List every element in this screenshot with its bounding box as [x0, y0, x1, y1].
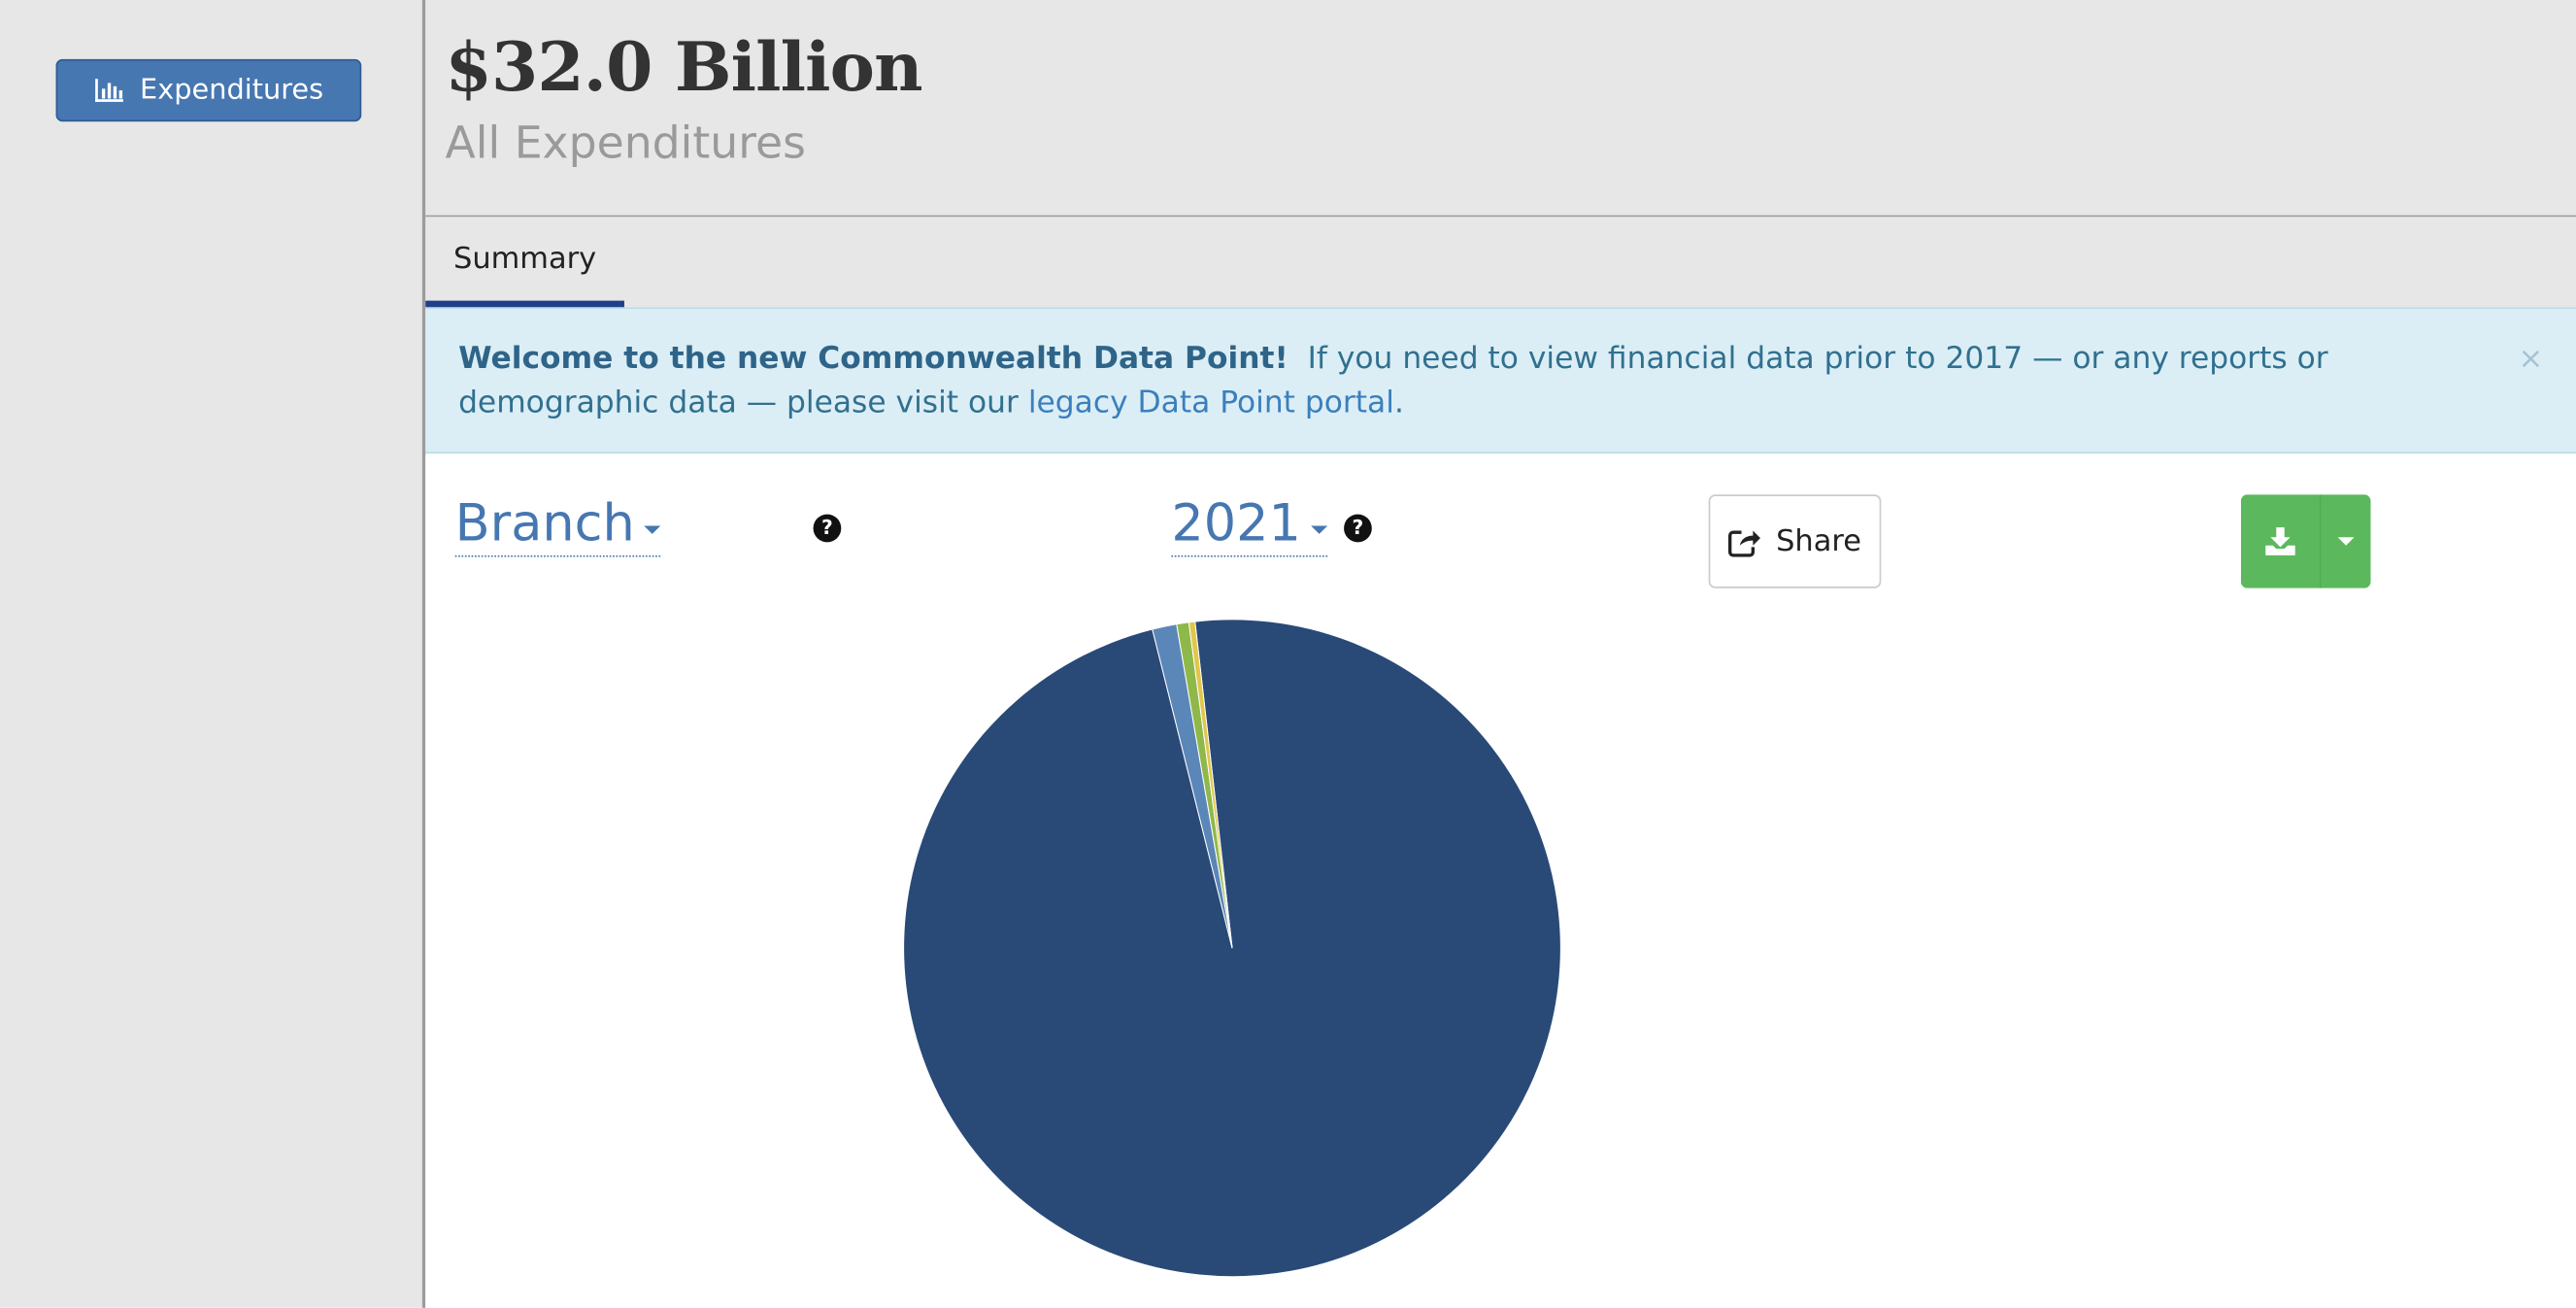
- year-value: 2021: [1171, 494, 1301, 554]
- tab-summary[interactable]: Summary: [425, 217, 624, 308]
- alert-text-end: .: [1393, 386, 1404, 421]
- pie-slice-4[interactable]: [1188, 620, 1233, 949]
- expenditures-pie-chart: [903, 619, 1561, 1278]
- alert-text: If you need to view financial data prior…: [458, 341, 2328, 421]
- tab-bar: Summary: [425, 217, 2576, 308]
- download-button[interactable]: [2240, 494, 2323, 588]
- bar-chart-icon: [95, 79, 124, 102]
- expenditures-button[interactable]: Expenditures: [55, 58, 362, 122]
- alert-heading: Welcome to the new Commonwealth Data Poi…: [458, 341, 1288, 377]
- welcome-alert: Welcome to the new Commonwealth Data Poi…: [425, 307, 2576, 453]
- caret-down-icon: [1311, 525, 1327, 534]
- page-header: $32.0 Billion All Expenditures: [425, 0, 2576, 218]
- share-label: Share: [1776, 523, 1861, 559]
- group-by-value: Branch: [454, 494, 635, 554]
- share-button[interactable]: Share: [1708, 494, 1882, 588]
- caret-down-icon: [2338, 537, 2355, 546]
- expenditures-button-label: Expenditures: [140, 74, 324, 107]
- page-subtitle: All Expenditures: [445, 117, 806, 170]
- download-button-group: [2240, 494, 2371, 588]
- year-dropdown[interactable]: 2021: [1171, 494, 1327, 557]
- help-icon[interactable]: ?: [813, 514, 842, 543]
- group-by-dropdown[interactable]: Branch: [454, 494, 661, 557]
- help-icon[interactable]: ?: [1344, 514, 1372, 543]
- legacy-portal-link[interactable]: legacy Data Point portal: [1027, 386, 1394, 421]
- caret-down-icon: [644, 525, 661, 534]
- total-amount: $32.0 Billion: [445, 27, 923, 107]
- close-icon[interactable]: ×: [2518, 341, 2544, 377]
- share-icon: [1728, 529, 1761, 556]
- download-icon: [2265, 527, 2296, 555]
- pie-slice-1[interactable]: [903, 619, 1561, 1278]
- download-options-toggle[interactable]: [2322, 494, 2371, 588]
- tab-summary-label: Summary: [452, 241, 597, 277]
- sidebar: Expenditures: [0, 0, 426, 1308]
- main-content: Branch ? 2021 ? Share: [425, 454, 2576, 1308]
